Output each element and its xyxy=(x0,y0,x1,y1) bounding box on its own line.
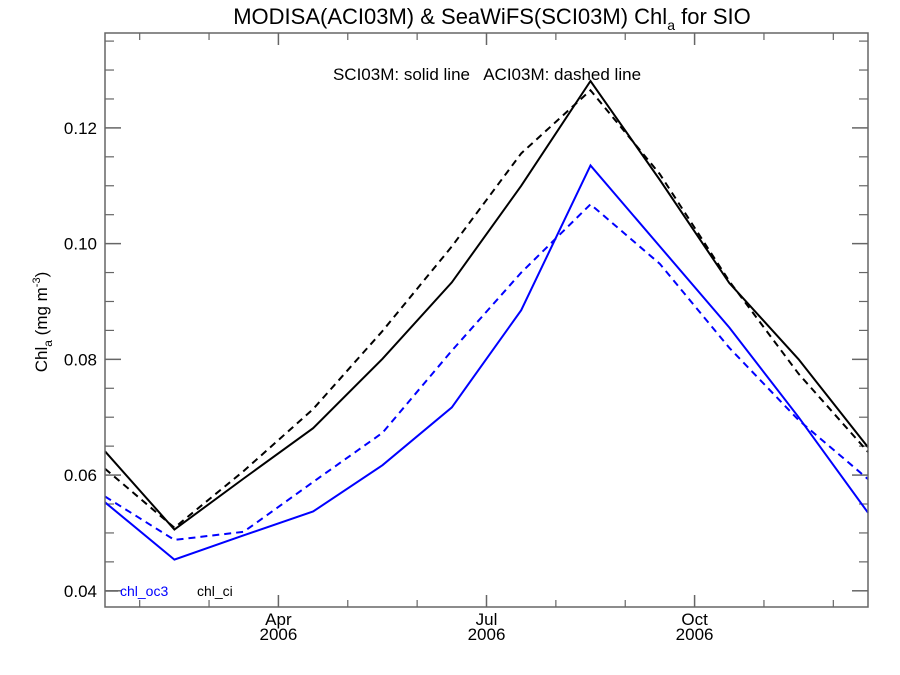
series-line-aci03m-chl-ci xyxy=(104,88,869,530)
series-line-sci03m-chl-ci xyxy=(104,79,869,531)
ylabel-subscript: a xyxy=(41,340,55,347)
y-tick-label: 0.06 xyxy=(64,466,97,485)
y-tick-label: 0.08 xyxy=(64,350,97,369)
title-suffix: for SIO xyxy=(675,4,751,29)
chart-title: MODISA(ACI03M) & SeaWiFS(SCI03M) Chla fo… xyxy=(233,4,751,33)
legend-entry-chl-ci: chl_ci xyxy=(197,583,233,599)
ylabel-superscript: -3 xyxy=(31,277,43,287)
legend: chl_oc3 chl_ci xyxy=(105,583,233,599)
series-line-sci03m-chl-oc3 xyxy=(104,163,869,561)
x-tick-label-month: Apr xyxy=(265,610,292,629)
legend-entry-chl-oc3: chl_oc3 xyxy=(120,583,168,599)
x-tick-label-year: 2006 xyxy=(468,625,506,644)
plot-frame xyxy=(104,32,869,608)
x-tick-label-month: Jul xyxy=(476,610,498,629)
x-tick-label-month: Oct xyxy=(681,610,708,629)
y-tick-label: 0.10 xyxy=(64,235,97,254)
y-axis-label: Chla (mg m-3) xyxy=(31,272,55,373)
line-style-annotation: SCI03M: solid line ACI03M: dashed line xyxy=(333,65,641,84)
title-subscript: a xyxy=(667,17,675,33)
y-tick-label: 0.12 xyxy=(64,119,97,138)
axis-ticks: 0.040.060.080.100.12Apr2006Jul2006Oct200… xyxy=(64,33,868,644)
series-line-aci03m-chl-oc3 xyxy=(104,202,869,541)
y-tick-label: 0.04 xyxy=(64,582,97,601)
series-group xyxy=(104,79,869,561)
svg-text:Chla (mg m-3): Chla (mg m-3) xyxy=(31,272,55,373)
x-tick-label-year: 2006 xyxy=(676,625,714,644)
x-tick-label-year: 2006 xyxy=(259,625,297,644)
